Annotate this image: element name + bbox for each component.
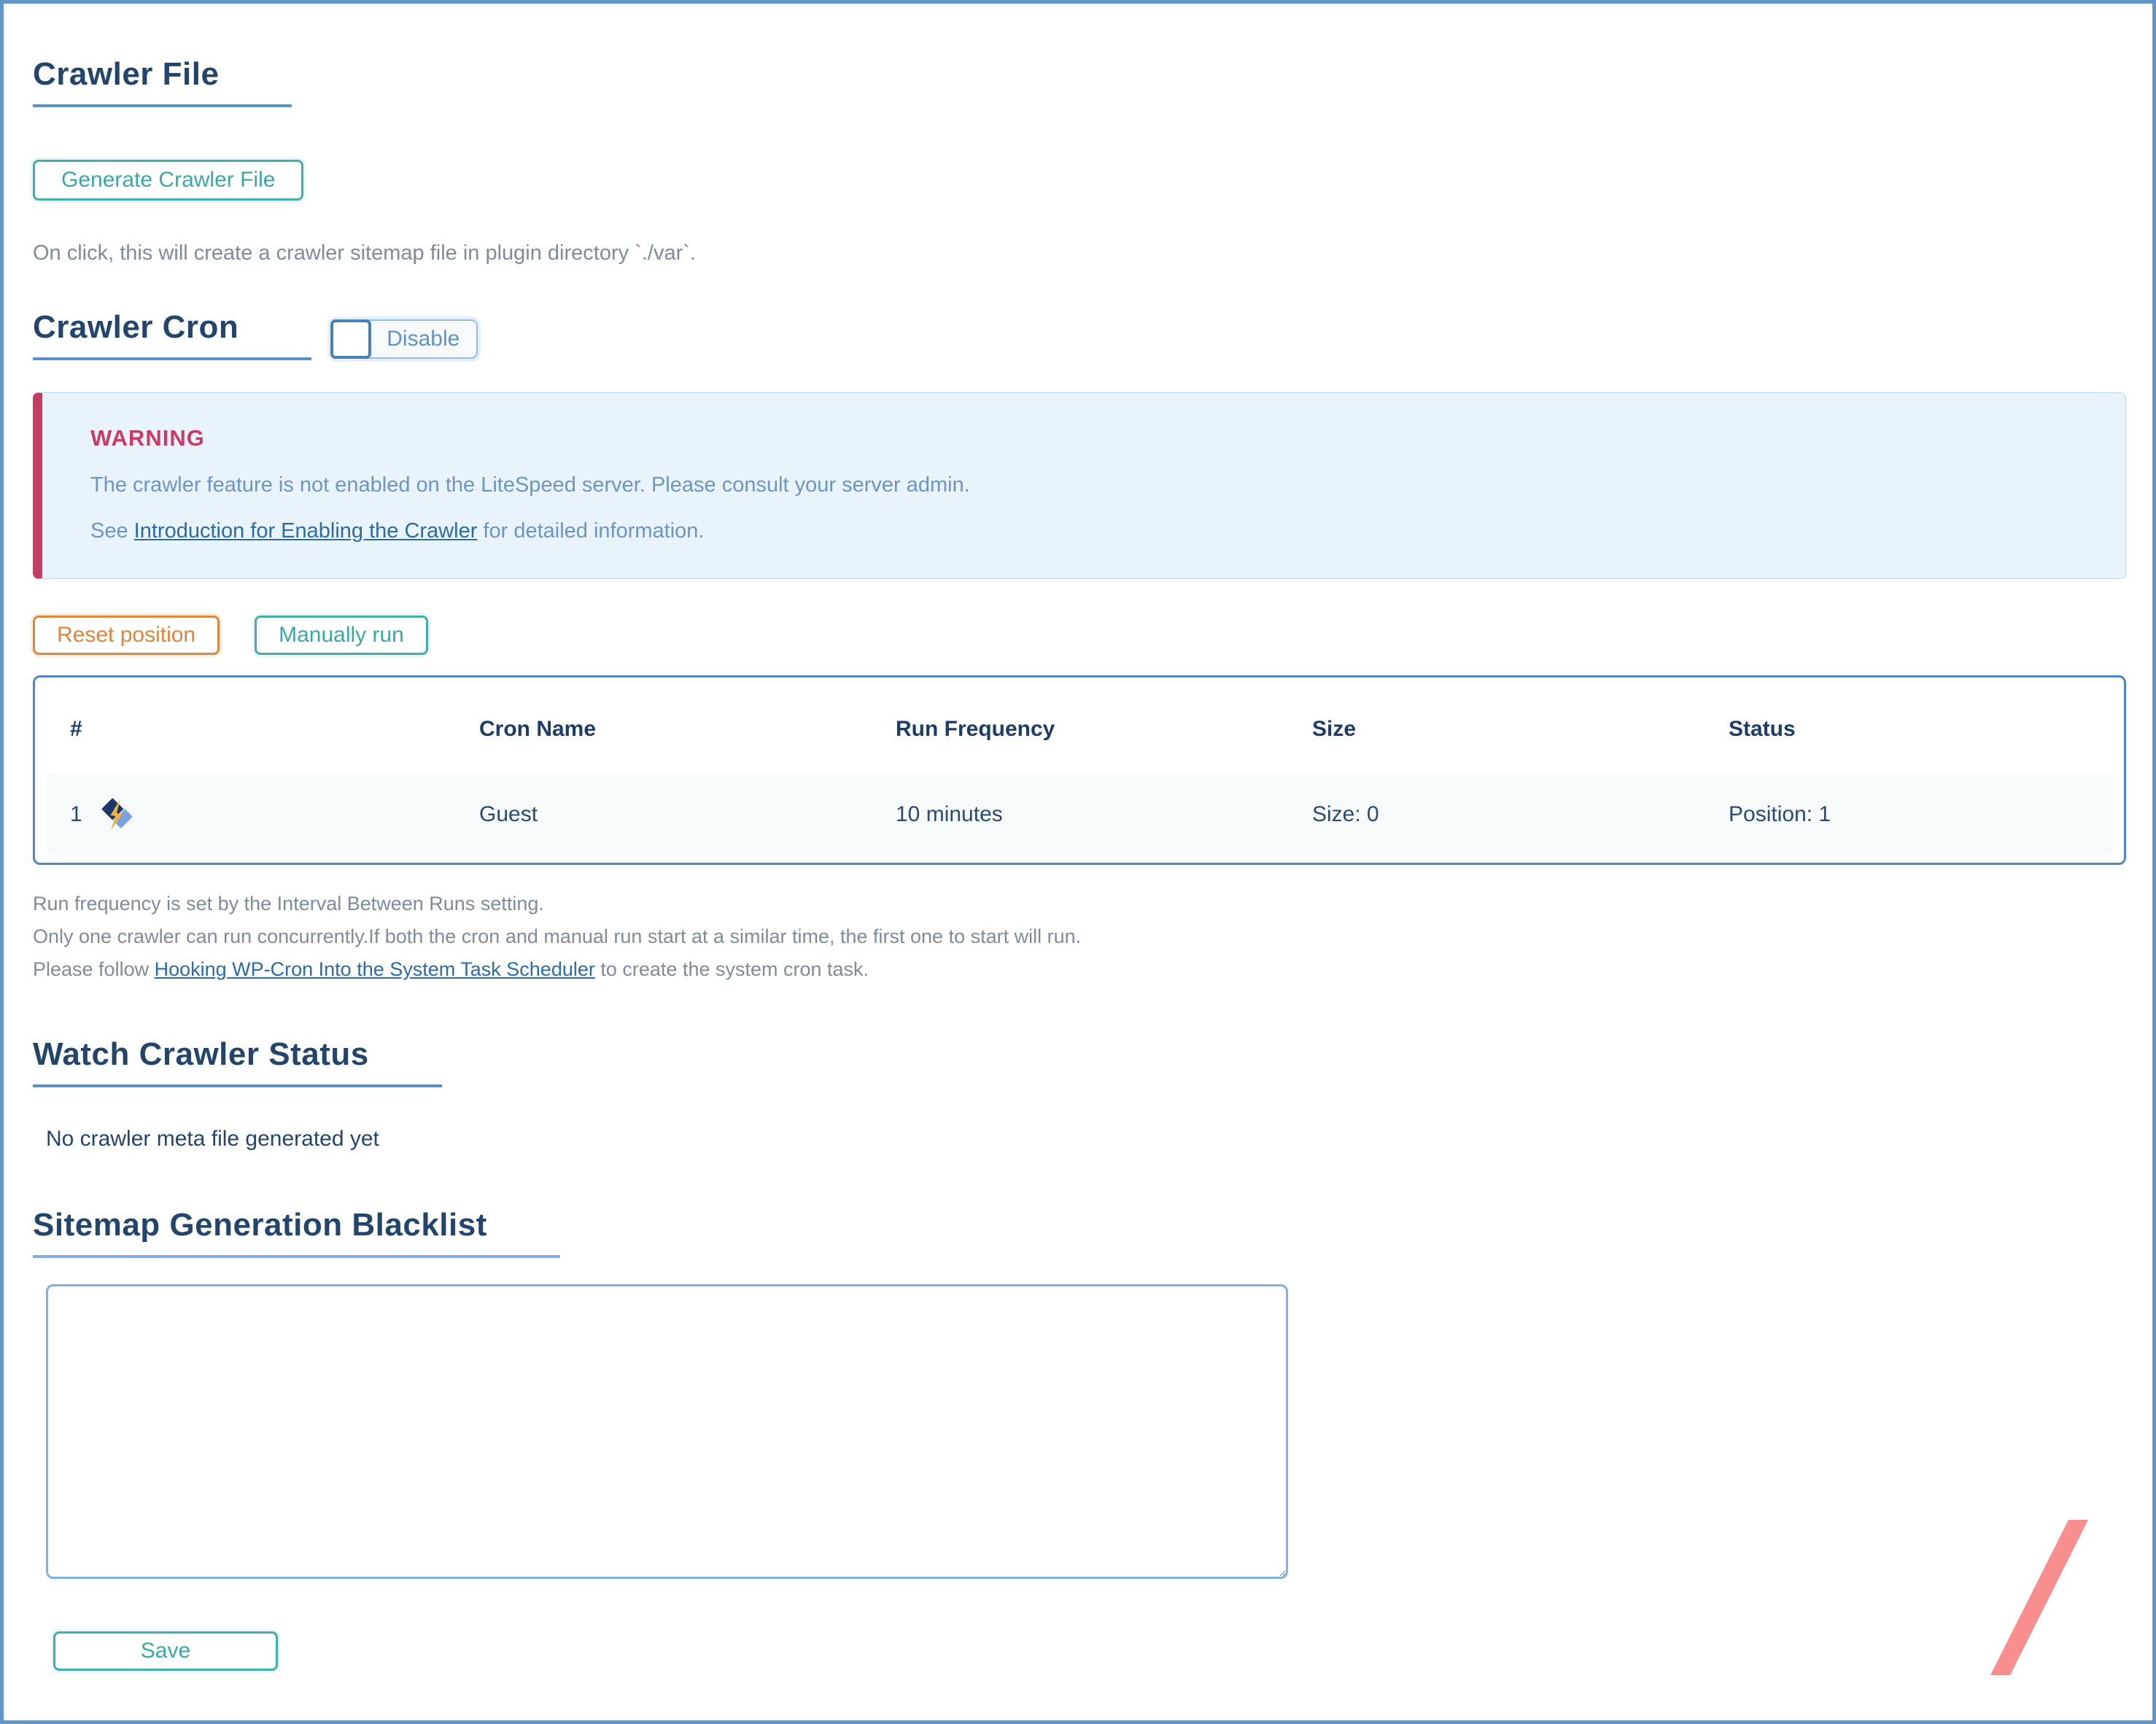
warning-line-2-suffix: for detailed information. <box>477 519 705 543</box>
toggle-disable-label: Disable <box>387 327 460 351</box>
note-line-3-prefix: Please follow <box>33 958 155 980</box>
row-cron-name: Guest <box>479 802 538 826</box>
wp-cron-scheduler-link[interactable]: Hooking WP-Cron Into the System Task Sch… <box>154 958 595 980</box>
warning-title: WARNING <box>90 425 205 451</box>
cron-table-row: 1 Guest 10 minutes Size: 0 Position: 1 <box>47 774 2112 855</box>
header-num: # <box>70 717 82 741</box>
sitemap-blacklist-section: Sitemap Generation Blacklist Save Curren… <box>33 1207 2126 1720</box>
watch-crawler-status-section: Watch Crawler Status No crawler meta fil… <box>33 1036 2126 1152</box>
warning-line-2-prefix: See <box>90 519 134 543</box>
toggle-knob-icon[interactable] <box>330 319 372 359</box>
watch-crawler-status-title: Watch Crawler Status <box>33 1036 442 1087</box>
cron-table-header: # Cron Name Run Frequency Size Status <box>47 704 2112 755</box>
row-status: Position: 1 <box>1729 802 1831 826</box>
note-line-1: Run frequency is set by the Interval Bet… <box>33 893 544 915</box>
row-size: Size: 0 <box>1312 802 1379 826</box>
decorative-stripe <box>1990 1520 2088 1675</box>
litespeed-logo-icon <box>100 797 132 832</box>
crawler-cron-section: Crawler Cron Disable WARNING The crawler… <box>33 309 2126 981</box>
warning-banner: WARNING The crawler feature is not enabl… <box>33 392 2126 579</box>
crawler-file-section: Crawler File Generate Crawler File On cl… <box>33 56 2126 265</box>
enable-crawler-link[interactable]: Introduction for Enabling the Crawler <box>133 519 478 543</box>
header-status: Status <box>1729 717 1796 741</box>
crawler-file-title: Crawler File <box>33 56 292 107</box>
cron-table: # Cron Name Run Frequency Size Status 1 <box>33 675 2126 865</box>
row-run-frequency: 10 minutes <box>896 802 1003 826</box>
cron-notes: Run frequency is set by the Interval Bet… <box>33 893 2126 981</box>
row-number: 1 <box>70 802 82 826</box>
note-line-2: Only one crawler can run concurrently.If… <box>33 925 1082 947</box>
crawler-file-description: On click, this will create a crawler sit… <box>33 241 696 265</box>
note-line-3-suffix: to create the system cron task. <box>594 958 869 980</box>
save-button[interactable]: Save <box>53 1631 278 1671</box>
warning-line-1: The crawler feature is not enabled on th… <box>90 473 970 497</box>
crawler-cron-title: Crawler Cron <box>33 309 312 360</box>
crawler-cron-toggle[interactable]: Disable <box>330 319 478 359</box>
warning-line-2: See Introduction for Enabling the Crawle… <box>90 519 2096 543</box>
reset-position-button[interactable]: Reset position <box>33 616 220 655</box>
header-size: Size <box>1312 717 1357 741</box>
header-cron-name: Cron Name <box>479 717 597 741</box>
note-line-3: Please follow Hooking WP-Cron Into the S… <box>33 958 2126 981</box>
sitemap-blacklist-title: Sitemap Generation Blacklist <box>33 1207 560 1258</box>
generate-crawler-file-button[interactable]: Generate Crawler File <box>33 160 304 201</box>
blacklist-textarea[interactable] <box>46 1284 1288 1579</box>
page-content: Crawler File Generate Crawler File On cl… <box>4 4 2152 1720</box>
manually-run-button[interactable]: Manually run <box>255 616 428 655</box>
crawler-status-message: No crawler meta file generated yet <box>46 1127 379 1151</box>
header-run-frequency: Run Frequency <box>896 717 1055 741</box>
